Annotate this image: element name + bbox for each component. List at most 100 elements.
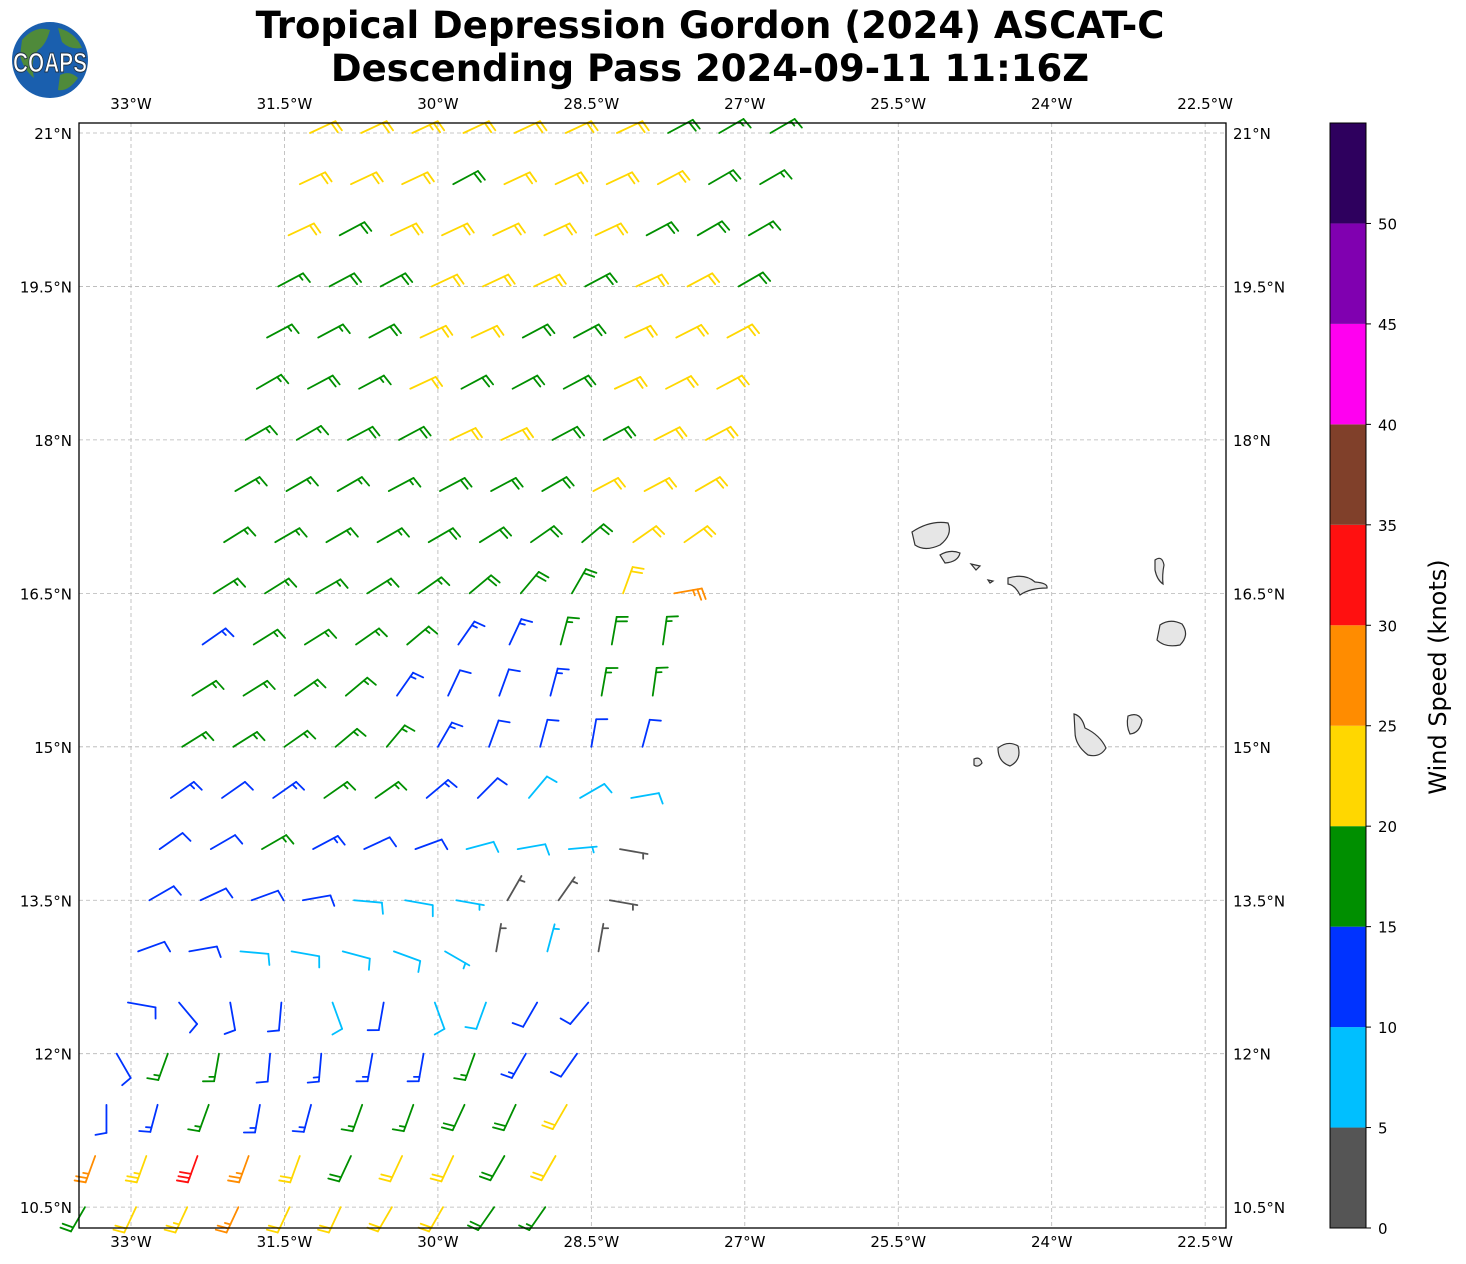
barb-full-feather	[535, 122, 544, 134]
barb-full-feather	[389, 325, 398, 337]
barb-full-feather	[192, 780, 203, 791]
wind-barb	[482, 273, 516, 288]
barb-full-feather	[378, 627, 388, 638]
wind-barb	[683, 525, 717, 544]
barb-half-feather	[378, 376, 385, 384]
barb-full-feather	[349, 274, 359, 286]
wind-barb	[404, 899, 434, 918]
barb-full-feather	[440, 576, 451, 587]
barb-full-feather	[666, 223, 676, 234]
barb-full-feather	[593, 325, 603, 337]
barb-full-feather	[187, 1128, 201, 1133]
wind-barb	[590, 718, 609, 748]
barb-full-feather	[313, 222, 322, 234]
barb-full-feather	[124, 1179, 138, 1184]
wind-barb	[419, 324, 454, 339]
barb-full-feather	[597, 323, 607, 335]
barb-full-feather	[381, 901, 384, 915]
wind-barb	[455, 899, 485, 911]
barb-full-feather	[400, 274, 410, 286]
wind-barb	[255, 373, 290, 390]
wind-barb	[508, 618, 534, 646]
wind-barb	[221, 780, 254, 799]
colorbar-segment	[1330, 1127, 1366, 1228]
wind-barb	[304, 628, 338, 646]
barb-full-feather	[725, 427, 735, 439]
island	[969, 563, 982, 571]
barb-half-feather	[428, 124, 434, 131]
barb-full-feather	[568, 222, 578, 234]
wind-barb	[188, 945, 222, 958]
barb-full-feather	[295, 780, 305, 791]
wind-barb	[460, 374, 494, 390]
barb-full-feather	[367, 957, 371, 971]
barb-full-feather	[75, 1175, 89, 1179]
barb-full-feather	[521, 429, 530, 440]
barb-full-feather	[637, 122, 646, 134]
barb-full-feather	[331, 374, 341, 386]
barb-full-feather	[327, 628, 338, 639]
wind-barb	[214, 1206, 240, 1234]
wind-barb	[223, 526, 257, 544]
lat-tick-label-left: 19.5°N	[20, 278, 72, 296]
logo-text: COAPS	[13, 47, 87, 78]
wind-barb	[252, 628, 286, 646]
lat-tick-label-left: 18°N	[34, 432, 72, 450]
wind-barb	[521, 323, 556, 339]
barb-full-feather	[329, 894, 336, 907]
barb-half-feather	[408, 479, 414, 486]
wind-barb	[366, 577, 400, 595]
wind-barb	[554, 171, 589, 186]
barb-full-feather	[514, 477, 524, 488]
wind-barbs	[59, 118, 803, 1234]
barb-full-feather	[473, 172, 482, 183]
colorbar-tick-label: 40	[1378, 416, 1397, 434]
barb-full-feather	[655, 525, 666, 535]
barb-full-feather	[456, 273, 465, 285]
wind-barb	[148, 885, 182, 902]
barb-full-feather	[554, 275, 563, 287]
wind-barb	[769, 118, 803, 134]
barb-full-feather	[783, 169, 793, 180]
barb-full-feather	[244, 780, 254, 791]
wind-barb	[363, 836, 397, 850]
wind-barb	[543, 222, 578, 237]
barb-half-feather	[779, 171, 786, 178]
wind-barb	[274, 527, 308, 544]
wind-barb	[737, 271, 772, 288]
colorbar-tick-label: 5	[1378, 1120, 1388, 1138]
barb-full-feather	[546, 323, 556, 335]
barb-full-feather	[172, 885, 182, 896]
barb-full-feather	[546, 718, 560, 722]
globe-land	[20, 28, 82, 91]
barb-full-feather	[613, 479, 622, 490]
barb-full-feather	[417, 960, 422, 973]
lon-tick-label-top: 27°W	[724, 95, 766, 113]
barb-half-feather	[194, 1125, 202, 1128]
barb-full-feather	[452, 527, 462, 538]
wind-barb	[232, 731, 266, 748]
barb-shaft	[498, 668, 510, 697]
barb-shaft	[528, 775, 548, 799]
barb-full-feather	[492, 1126, 505, 1132]
barb-full-feather	[741, 374, 750, 386]
barb-full-feather	[602, 523, 614, 533]
barb-full-feather	[452, 275, 461, 287]
wind-barb	[686, 272, 721, 288]
wind-barb	[579, 783, 613, 799]
wind-barb	[619, 848, 649, 860]
barb-shaft	[488, 719, 500, 748]
barb-half-feather	[448, 725, 456, 730]
lon-tick-label-top: 22.5°W	[1177, 95, 1233, 113]
wind-barb	[338, 221, 373, 237]
wind-barb	[291, 1103, 312, 1133]
lat-tick-label-right: 12°N	[1233, 1046, 1271, 1064]
barb-half-feather	[265, 427, 271, 434]
barb-full-feather	[363, 221, 373, 232]
wind-barb	[175, 1155, 199, 1184]
barb-full-feather	[266, 1029, 280, 1033]
barb-full-feather	[94, 1131, 108, 1136]
wind-barb	[541, 476, 575, 492]
barb-full-feather	[177, 1175, 191, 1179]
barb-full-feather	[586, 122, 595, 134]
